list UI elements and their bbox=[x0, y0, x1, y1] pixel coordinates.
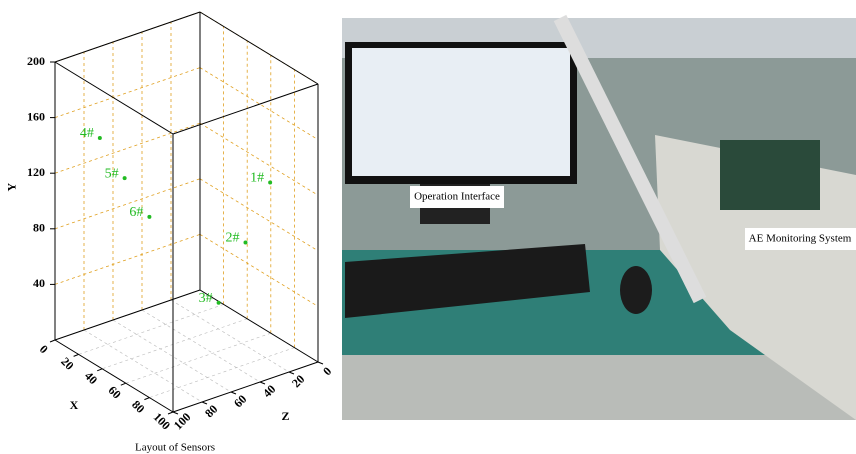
chart: Operation Interface AE Monitoring System… bbox=[0, 0, 856, 454]
tick-mark bbox=[231, 392, 236, 394]
z-tick-label: 80 bbox=[202, 402, 220, 420]
grid-line bbox=[102, 319, 247, 369]
z-tick-label: 0 bbox=[320, 364, 334, 378]
tick-mark bbox=[173, 412, 178, 414]
grid-line bbox=[200, 179, 318, 251]
x-tick-label: 20 bbox=[58, 354, 76, 372]
tick-mark bbox=[289, 372, 294, 374]
y-tick-label: 160 bbox=[27, 109, 45, 123]
y-tick-label: 40 bbox=[33, 276, 45, 290]
screen bbox=[352, 48, 570, 176]
z-tick-label: 60 bbox=[231, 392, 249, 410]
tick-mark bbox=[318, 362, 323, 364]
sensor-label: 5# bbox=[105, 166, 119, 181]
box-edge bbox=[55, 12, 200, 62]
grid-line bbox=[55, 123, 200, 173]
tick-mark bbox=[260, 382, 265, 384]
x-axis-label: X bbox=[70, 398, 79, 412]
photo-label: AE Monitoring System bbox=[749, 233, 852, 245]
x-tick-label: 40 bbox=[82, 369, 100, 387]
sensor-label: 6# bbox=[129, 205, 143, 220]
tick-mark bbox=[50, 340, 55, 342]
grid-line bbox=[200, 234, 318, 306]
z-tick-label: 20 bbox=[289, 372, 307, 390]
sensor-label: 4# bbox=[80, 126, 94, 141]
tick-mark bbox=[202, 402, 207, 404]
photo-label: Operation Interface bbox=[414, 191, 500, 203]
sensor-label: 3# bbox=[199, 291, 213, 306]
z-tick-label: 40 bbox=[260, 382, 278, 400]
sensor-point bbox=[147, 215, 151, 219]
tick-mark bbox=[168, 412, 173, 414]
y-tick-label: 120 bbox=[27, 165, 45, 179]
y-tick-label: 200 bbox=[27, 54, 45, 68]
x-tick-label: 60 bbox=[105, 383, 123, 401]
sensor-point bbox=[268, 181, 272, 185]
mouse bbox=[620, 266, 652, 314]
z-axis-label: Z bbox=[281, 409, 289, 423]
sensor-point bbox=[98, 136, 102, 140]
grid-line bbox=[79, 304, 224, 354]
x-tick-label: 80 bbox=[129, 398, 147, 416]
grid-line bbox=[200, 68, 318, 140]
box-edge bbox=[55, 62, 173, 134]
photo: Operation Interface AE Monitoring System bbox=[342, 18, 856, 420]
sensor-point bbox=[244, 240, 248, 244]
sensor-label: 1# bbox=[250, 171, 264, 186]
z-tick-label: 100 bbox=[171, 410, 194, 433]
grid-line bbox=[113, 320, 231, 392]
tick-mark bbox=[97, 369, 102, 371]
box-edge bbox=[200, 12, 318, 84]
tick-mark bbox=[144, 398, 149, 400]
box-edge bbox=[55, 290, 200, 340]
sensor-point bbox=[123, 176, 127, 180]
figure: Operation Interface AE Monitoring System… bbox=[0, 0, 856, 454]
tick-mark bbox=[74, 354, 79, 356]
grid-line bbox=[142, 310, 260, 382]
y-tick-label: 80 bbox=[33, 221, 45, 235]
tick-mark bbox=[121, 383, 126, 385]
grid-line bbox=[126, 333, 271, 383]
grid-line bbox=[55, 179, 200, 229]
sensor-label: 2# bbox=[226, 231, 240, 246]
y-axis-label: Y bbox=[5, 182, 19, 191]
x-tick-label: 0 bbox=[37, 342, 51, 356]
grid-line bbox=[55, 234, 200, 284]
chart-title: Layout of Sensors bbox=[135, 442, 215, 454]
box-edge bbox=[173, 84, 318, 134]
circuit-board bbox=[720, 140, 820, 210]
sensor-point bbox=[217, 301, 221, 305]
